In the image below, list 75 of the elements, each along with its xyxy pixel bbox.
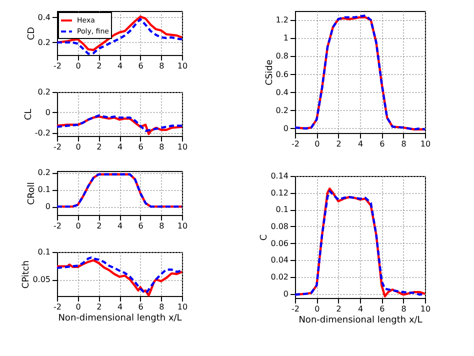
y-tick-label: 0.1 [38, 248, 50, 256]
x-tick-label: 6 [380, 304, 385, 314]
x-tick-label: 10 [177, 302, 188, 312]
y-tick-label: -0.2 [34, 128, 50, 138]
y-tick-label: 0.05 [32, 275, 50, 284]
y-tick-label: 0.06 [270, 238, 288, 248]
y-tick-label: 0.2 [38, 88, 50, 96]
x-tick-label: 4 [117, 222, 123, 230]
y-tick-label: 0.2 [38, 168, 50, 178]
x-tick-label: 8 [159, 302, 164, 312]
y-axis-title: C [260, 234, 270, 241]
x-tick-label: 6 [380, 140, 385, 148]
x-tick-label: 10 [177, 62, 188, 70]
y-tick-label: 0.4 [38, 12, 50, 22]
y-axis-title: CRoll [26, 182, 37, 205]
y-tick-label: 0 [45, 108, 50, 117]
x-tick-label: 4 [117, 142, 123, 152]
x-tick-label: 10 [420, 304, 431, 314]
x-tick-label: -2 [292, 140, 300, 148]
y-axis-title: CSide [264, 59, 275, 86]
y-axis-title: CL [24, 108, 34, 120]
y-tick-label: 1 [283, 34, 288, 43]
y-tick-label: 0 [283, 124, 288, 133]
y-tick-label: 0.1 [38, 185, 50, 194]
x-tick-label: 8 [401, 304, 406, 314]
x-tick-label: 0 [76, 142, 81, 152]
x-tick-label: 6 [138, 222, 144, 230]
y-tick-label: 0.08 [270, 222, 288, 231]
x-tick-label: -2 [54, 222, 62, 230]
x-tick-label: 0 [314, 304, 320, 314]
x-tick-label: 2 [96, 62, 102, 70]
y-tick-label: 0.4 [276, 88, 288, 97]
y-tick-label: 0.04 [270, 256, 288, 265]
y-tick-label: 0.14 [270, 172, 288, 180]
x-tick-label: 10 [420, 140, 431, 148]
y-tick-label: 0.12 [270, 188, 288, 198]
x-tick-label: 8 [401, 140, 406, 148]
x-tick-label: -2 [292, 304, 300, 314]
x-tick-label: 8 [159, 142, 164, 152]
y-tick-label: 0.1 [276, 205, 288, 214]
y-axis-title: CD [26, 26, 37, 40]
y-tick-label: 0 [45, 202, 50, 212]
x-tick-label: 0 [76, 302, 81, 312]
x-tick-label: -2 [54, 62, 62, 70]
x-tick-label: 4 [117, 62, 123, 70]
x-tick-label: 6 [138, 142, 144, 152]
y-tick-label: 0.8 [276, 52, 288, 61]
x-tick-label: 2 [336, 304, 342, 314]
x-tick-label: 2 [96, 142, 102, 152]
x-tick-label: 6 [138, 302, 144, 312]
x-tick-label: 4 [358, 304, 364, 314]
x-tick-label: 2 [96, 222, 102, 230]
x-tick-label: -2 [54, 302, 62, 312]
x-tick-label: 8 [159, 62, 164, 70]
x-tick-label: 8 [159, 222, 164, 230]
x-tick-label: 0 [76, 62, 81, 70]
y-tick-label: 0.02 [270, 272, 288, 282]
y-tick-label: 0.6 [276, 70, 288, 79]
x-tick-label: 4 [117, 302, 123, 312]
x-tick-label: 10 [177, 142, 188, 152]
x-tick-label: -2 [54, 142, 62, 152]
x-tick-label: 0 [76, 222, 81, 230]
y-axis-title: CPitch [22, 260, 32, 289]
y-tick-label: 1.2 [276, 16, 288, 25]
x-tick-label: 0 [314, 140, 320, 148]
x-tick-label: 2 [336, 140, 342, 148]
x-tick-label: 4 [358, 140, 364, 148]
x-tick-label: 2 [96, 302, 102, 312]
x-tick-label: 10 [177, 222, 188, 230]
x-tick-label: 6 [138, 62, 144, 70]
y-tick-label: 0.2 [276, 106, 288, 115]
y-tick-label: 0 [283, 289, 288, 298]
x-axis-title: Non-dimensional length x/L [298, 316, 422, 326]
y-tick-label: 0.2 [38, 38, 50, 47]
x-axis-title: Non-dimensional length x/L [58, 314, 182, 324]
